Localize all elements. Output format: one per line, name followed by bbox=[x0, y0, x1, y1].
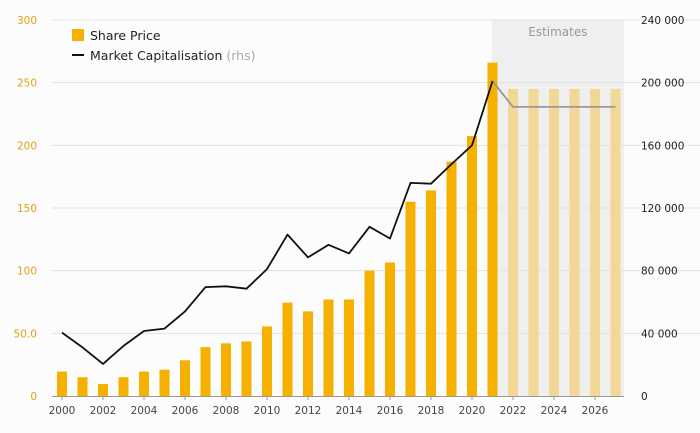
right-tick-label: 160 000 bbox=[641, 140, 684, 152]
right-tick-label: 120 000 bbox=[641, 203, 684, 215]
right-tick-label: 200 000 bbox=[641, 78, 684, 90]
share-price-bar bbox=[221, 343, 231, 396]
x-tick-label: 2010 bbox=[254, 405, 281, 417]
share-price-bar bbox=[282, 302, 293, 396]
share-price-bar bbox=[528, 88, 539, 396]
legend-share-price-swatch bbox=[72, 29, 84, 41]
share-price-bar bbox=[446, 161, 457, 396]
estimates-label: Estimates bbox=[528, 25, 587, 39]
x-tick-label: 2018 bbox=[418, 405, 445, 417]
share-price-bar bbox=[180, 360, 190, 396]
x-tick-label: 2012 bbox=[295, 405, 322, 417]
share-price-bar bbox=[385, 262, 395, 396]
right-tick-label: 40 000 bbox=[641, 328, 678, 340]
x-tick-label: 2002 bbox=[90, 405, 117, 417]
left-tick-label: 50.0 bbox=[14, 328, 37, 340]
left-tick-label: 200 bbox=[17, 140, 37, 152]
share-price-bar bbox=[77, 377, 88, 396]
share-price-bar bbox=[303, 311, 313, 396]
share-price-bar bbox=[98, 384, 108, 396]
market-cap-line-path bbox=[61, 80, 494, 365]
legend: Share Price Market Capitalisation (rhs) bbox=[72, 28, 255, 63]
left-tick-label: 100 bbox=[17, 266, 37, 278]
share-price-bar bbox=[610, 88, 621, 396]
x-tick-label: 2020 bbox=[459, 405, 486, 417]
x-tick-label: 2016 bbox=[377, 405, 404, 417]
x-axis-ticks: 2000 2002 2004 2006 2008 2010 2012 2014 2016 2018… bbox=[49, 396, 609, 417]
x-tick-label: 2004 bbox=[131, 405, 158, 417]
share-price-bar bbox=[467, 135, 477, 396]
legend-share-price-label: Share Price bbox=[90, 28, 161, 43]
legend-market-cap-name: Market Capitalisation bbox=[90, 48, 222, 63]
share-price-bars bbox=[57, 62, 621, 396]
x-tick-label: 2008 bbox=[213, 405, 240, 417]
share-price-bar bbox=[508, 88, 518, 396]
left-tick-label: 300 bbox=[17, 15, 37, 27]
x-tick-label: 2024 bbox=[541, 405, 568, 417]
x-tick-label: 2000 bbox=[49, 405, 76, 417]
x-tick-label: 2022 bbox=[500, 405, 527, 417]
share-price-bar bbox=[405, 201, 416, 396]
share-price-bar bbox=[364, 270, 375, 396]
x-tick-label: 2006 bbox=[172, 405, 199, 417]
share-price-bar bbox=[549, 88, 559, 396]
share-price-bar bbox=[57, 371, 67, 396]
left-tick-label: 150 bbox=[17, 203, 37, 215]
grid-lines bbox=[52, 19, 700, 334]
share-price-bar bbox=[323, 299, 334, 396]
share-price-bar bbox=[590, 88, 600, 396]
left-axis-ticks: 0 50.0 100 150 200 250 300 bbox=[14, 15, 37, 403]
share-price-bar bbox=[569, 88, 580, 396]
x-tick-label: 2014 bbox=[336, 405, 363, 417]
legend-market-cap-label: Market Capitalisation (rhs) bbox=[90, 48, 255, 63]
left-tick-label: 0 bbox=[30, 391, 37, 403]
share-price-bar bbox=[118, 377, 129, 396]
share-price-bar bbox=[159, 369, 170, 396]
share-price-bar bbox=[426, 190, 436, 396]
market-cap-estimate-line bbox=[491, 80, 616, 108]
x-tick-label: 2026 bbox=[582, 405, 609, 417]
share-price-bar bbox=[200, 347, 211, 396]
right-tick-label: 80 000 bbox=[641, 266, 678, 278]
right-tick-label: 240 000 bbox=[641, 15, 684, 27]
right-tick-label: 0 bbox=[641, 391, 648, 403]
left-tick-label: 250 bbox=[17, 78, 37, 90]
share-price-bar bbox=[241, 341, 252, 396]
share-price-bar bbox=[139, 371, 149, 396]
legend-rhs-note: (rhs) bbox=[226, 48, 255, 63]
share-price-bar bbox=[487, 62, 498, 396]
market-cap-line bbox=[61, 80, 616, 365]
right-axis-ticks: 0 40 000 80 000 120 000 160 000 200 000 240 00… bbox=[641, 15, 684, 403]
share-price-bar bbox=[344, 299, 354, 396]
share-price-bar bbox=[262, 326, 272, 396]
